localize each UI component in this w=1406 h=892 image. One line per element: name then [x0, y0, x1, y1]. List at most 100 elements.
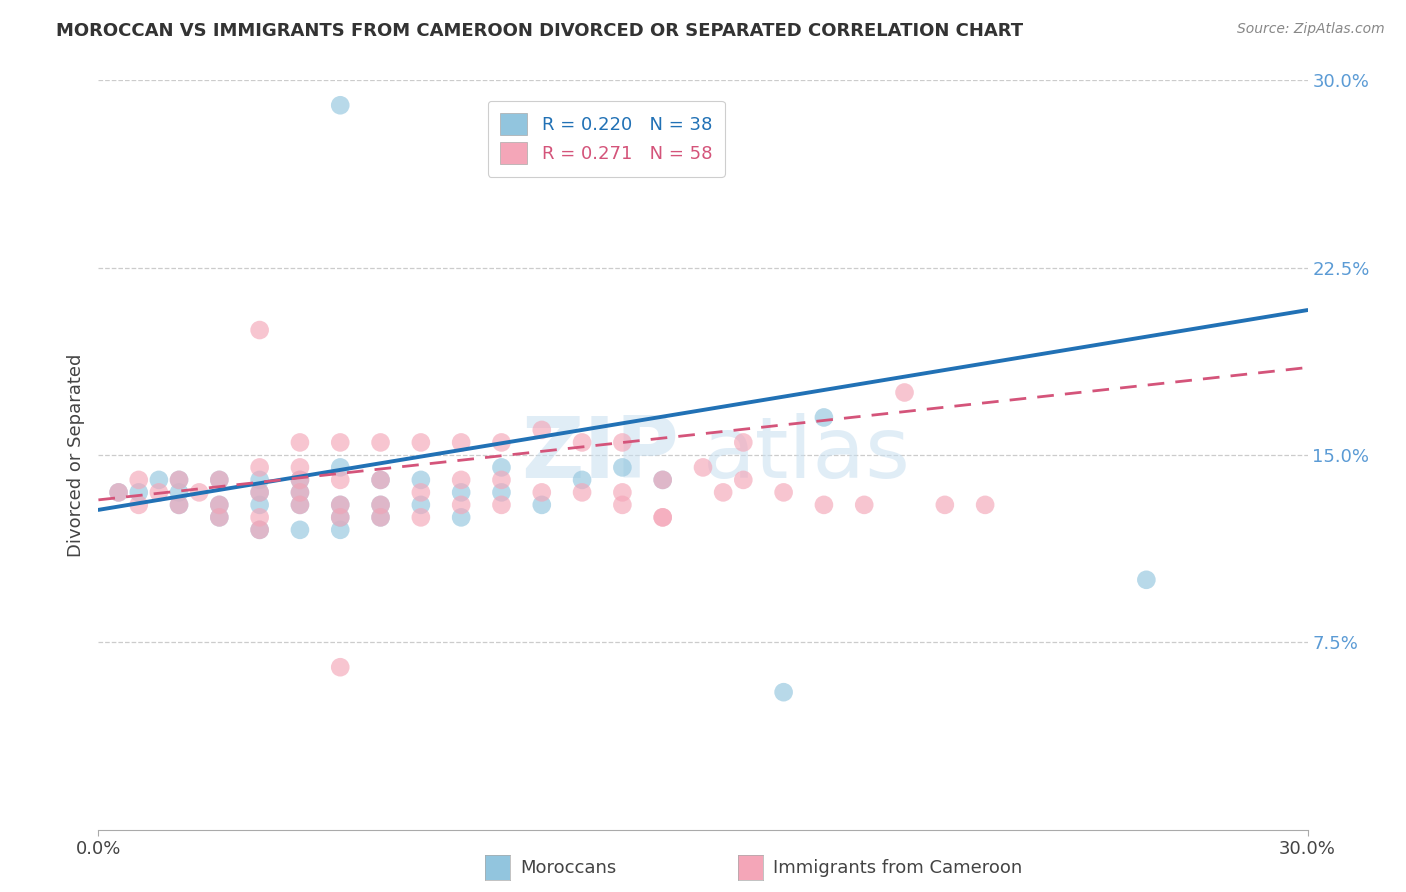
- Point: [249, 510, 271, 524]
- Point: [450, 485, 472, 500]
- Point: [530, 423, 553, 437]
- Point: [733, 473, 755, 487]
- Point: [288, 485, 311, 500]
- Point: [813, 498, 835, 512]
- Point: [128, 473, 150, 487]
- Point: [249, 485, 271, 500]
- Point: [329, 435, 352, 450]
- Point: [249, 523, 271, 537]
- Text: ZIP: ZIP: [522, 413, 679, 497]
- Point: [711, 485, 734, 500]
- Point: [249, 323, 271, 337]
- Point: [409, 485, 432, 500]
- Point: [733, 435, 755, 450]
- Point: [571, 485, 593, 500]
- Point: [450, 498, 472, 512]
- Point: [148, 485, 170, 500]
- Point: [329, 510, 352, 524]
- Point: [571, 473, 593, 487]
- Point: [934, 498, 956, 512]
- Point: [329, 460, 352, 475]
- Text: Moroccans: Moroccans: [520, 859, 616, 877]
- Point: [329, 473, 352, 487]
- Point: [249, 473, 271, 487]
- Point: [974, 498, 997, 512]
- Point: [370, 510, 392, 524]
- Point: [128, 498, 150, 512]
- Point: [491, 498, 513, 512]
- Point: [167, 498, 190, 512]
- Point: [208, 510, 231, 524]
- Point: [208, 473, 231, 487]
- Point: [107, 485, 129, 500]
- Point: [288, 523, 311, 537]
- Point: [208, 498, 231, 512]
- Text: atlas: atlas: [703, 413, 911, 497]
- Y-axis label: Divorced or Separated: Divorced or Separated: [66, 353, 84, 557]
- Point: [813, 410, 835, 425]
- Point: [370, 510, 392, 524]
- Point: [370, 473, 392, 487]
- Point: [249, 498, 271, 512]
- Point: [208, 498, 231, 512]
- Point: [249, 523, 271, 537]
- Point: [329, 98, 352, 112]
- Point: [288, 498, 311, 512]
- Point: [491, 473, 513, 487]
- Point: [329, 498, 352, 512]
- Text: Immigrants from Cameroon: Immigrants from Cameroon: [773, 859, 1022, 877]
- Point: [167, 498, 190, 512]
- Point: [612, 485, 634, 500]
- Point: [107, 485, 129, 500]
- Text: MOROCCAN VS IMMIGRANTS FROM CAMEROON DIVORCED OR SEPARATED CORRELATION CHART: MOROCCAN VS IMMIGRANTS FROM CAMEROON DIV…: [56, 22, 1024, 40]
- Point: [167, 473, 190, 487]
- Point: [651, 510, 673, 524]
- Point: [651, 473, 673, 487]
- Point: [409, 473, 432, 487]
- Point: [329, 510, 352, 524]
- Point: [530, 485, 553, 500]
- Point: [491, 485, 513, 500]
- Point: [288, 485, 311, 500]
- Point: [571, 435, 593, 450]
- Point: [1135, 573, 1157, 587]
- Point: [450, 473, 472, 487]
- Point: [370, 435, 392, 450]
- Point: [288, 473, 311, 487]
- Point: [288, 473, 311, 487]
- Point: [409, 435, 432, 450]
- Point: [208, 473, 231, 487]
- Point: [288, 498, 311, 512]
- Point: [491, 435, 513, 450]
- Point: [651, 510, 673, 524]
- Point: [329, 660, 352, 674]
- Point: [329, 498, 352, 512]
- Point: [208, 510, 231, 524]
- Point: [530, 498, 553, 512]
- Point: [772, 685, 794, 699]
- Point: [188, 485, 211, 500]
- Legend: R = 0.220   N = 38, R = 0.271   N = 58: R = 0.220 N = 38, R = 0.271 N = 58: [488, 101, 725, 178]
- Point: [893, 385, 915, 400]
- Point: [329, 523, 352, 537]
- Point: [853, 498, 876, 512]
- Point: [249, 460, 271, 475]
- Point: [288, 435, 311, 450]
- Point: [370, 473, 392, 487]
- Point: [370, 498, 392, 512]
- Point: [491, 460, 513, 475]
- Point: [612, 460, 634, 475]
- Point: [612, 498, 634, 512]
- Point: [288, 460, 311, 475]
- Point: [772, 485, 794, 500]
- Point: [450, 510, 472, 524]
- Point: [409, 498, 432, 512]
- Point: [167, 485, 190, 500]
- Point: [148, 473, 170, 487]
- Point: [409, 510, 432, 524]
- Point: [249, 485, 271, 500]
- Point: [450, 435, 472, 450]
- Point: [692, 460, 714, 475]
- Text: Source: ZipAtlas.com: Source: ZipAtlas.com: [1237, 22, 1385, 37]
- Point: [612, 435, 634, 450]
